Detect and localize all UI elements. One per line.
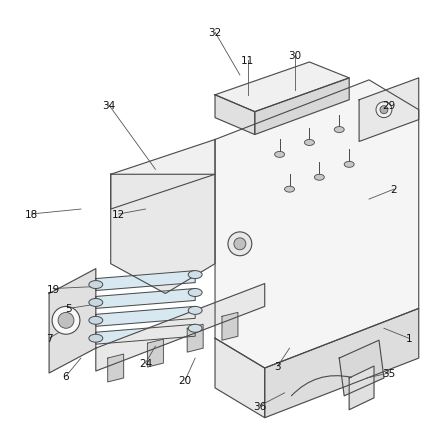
Text: 20: 20 xyxy=(179,375,192,385)
Ellipse shape xyxy=(315,175,324,181)
Text: 35: 35 xyxy=(382,368,396,378)
Ellipse shape xyxy=(334,127,344,133)
Circle shape xyxy=(234,238,246,250)
Polygon shape xyxy=(215,81,419,368)
Polygon shape xyxy=(96,289,195,309)
Ellipse shape xyxy=(188,325,202,332)
Polygon shape xyxy=(339,341,384,396)
Text: 3: 3 xyxy=(274,361,281,371)
Polygon shape xyxy=(349,366,374,410)
Circle shape xyxy=(228,232,252,256)
Text: 11: 11 xyxy=(241,56,254,66)
Text: 12: 12 xyxy=(112,209,125,219)
Polygon shape xyxy=(255,79,349,135)
Polygon shape xyxy=(215,95,255,135)
Ellipse shape xyxy=(89,281,103,289)
Text: 32: 32 xyxy=(208,28,222,38)
Ellipse shape xyxy=(275,152,284,158)
Polygon shape xyxy=(96,271,195,291)
Text: 30: 30 xyxy=(288,51,301,61)
Polygon shape xyxy=(108,354,124,382)
Text: 19: 19 xyxy=(47,284,60,294)
Circle shape xyxy=(380,107,388,114)
Text: 1: 1 xyxy=(405,333,412,344)
Ellipse shape xyxy=(188,307,202,315)
Polygon shape xyxy=(215,63,349,112)
Circle shape xyxy=(376,102,392,118)
Polygon shape xyxy=(96,325,195,344)
Text: 6: 6 xyxy=(63,371,69,381)
Text: 2: 2 xyxy=(391,185,397,195)
Ellipse shape xyxy=(344,162,354,168)
Polygon shape xyxy=(359,79,419,142)
Polygon shape xyxy=(148,339,163,367)
Ellipse shape xyxy=(89,335,103,342)
Ellipse shape xyxy=(284,187,295,193)
Text: 7: 7 xyxy=(46,333,52,344)
Polygon shape xyxy=(187,325,203,352)
Circle shape xyxy=(52,307,80,335)
Ellipse shape xyxy=(89,299,103,307)
Polygon shape xyxy=(49,269,96,373)
Text: 5: 5 xyxy=(66,304,72,313)
Text: 18: 18 xyxy=(25,209,38,219)
Ellipse shape xyxy=(188,289,202,297)
Polygon shape xyxy=(111,175,215,294)
Ellipse shape xyxy=(188,271,202,279)
Ellipse shape xyxy=(304,140,315,146)
Ellipse shape xyxy=(89,316,103,325)
Circle shape xyxy=(58,313,74,329)
Polygon shape xyxy=(265,309,419,418)
Text: 36: 36 xyxy=(253,401,266,411)
Polygon shape xyxy=(215,338,265,418)
Text: 24: 24 xyxy=(139,358,152,368)
Polygon shape xyxy=(111,140,215,209)
Polygon shape xyxy=(222,313,238,341)
Polygon shape xyxy=(96,284,265,371)
Polygon shape xyxy=(96,307,195,326)
Text: 29: 29 xyxy=(382,101,396,111)
Text: 34: 34 xyxy=(102,101,115,111)
